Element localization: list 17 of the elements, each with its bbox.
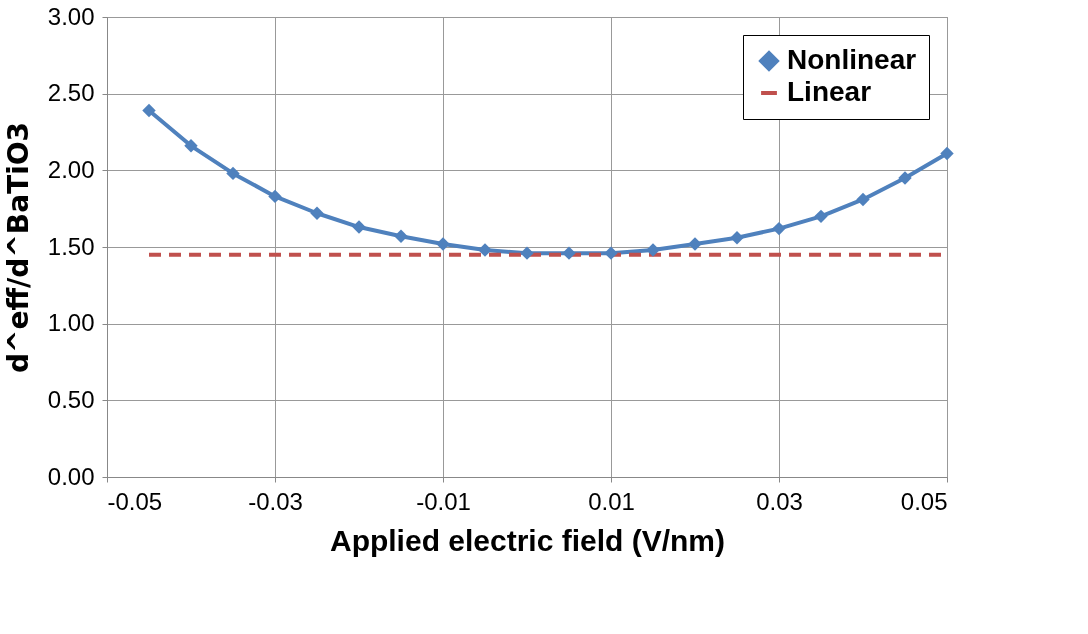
x-axis-title: Applied electric field (V/nm)	[329, 523, 726, 557]
legend-label: Nonlinear	[787, 44, 917, 75]
y-tick-label: 1.50	[47, 232, 95, 260]
legend-label: Linear	[787, 76, 872, 107]
x-tick-label: -0.03	[248, 487, 303, 515]
y-tick-label: 0.00	[47, 462, 95, 490]
y-tick-label: 2.50	[47, 79, 95, 107]
x-tick-label: -0.01	[416, 487, 471, 515]
y-axis-title: d^eff/d^BaTiO3	[1, 121, 35, 374]
x-tick-label: 0.05	[900, 487, 948, 515]
x-tick-label: 0.03	[756, 487, 803, 515]
y-tick-label: 2.00	[47, 155, 95, 183]
y-tick-label: 3.00	[47, 2, 95, 30]
x-tick-label: 0.01	[588, 487, 635, 515]
y-tick-label: 0.50	[47, 385, 95, 413]
x-tick-label: -0.05	[107, 487, 163, 515]
y-tick-label: 1.00	[47, 309, 95, 337]
